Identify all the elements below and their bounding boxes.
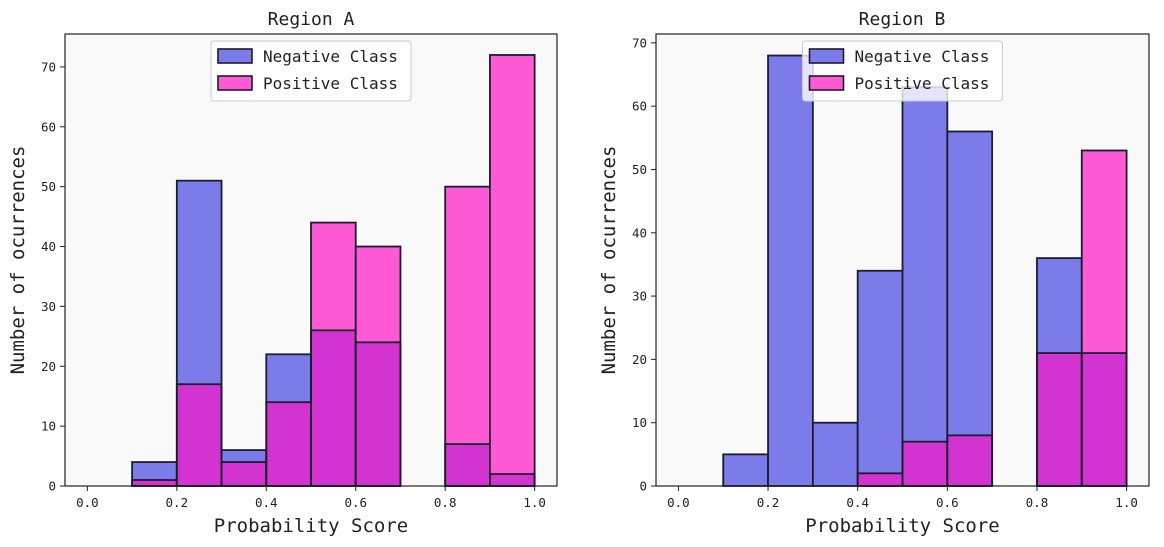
y-tick-label-region-b-7: 70 bbox=[632, 35, 647, 50]
y-axis-label-region-a: Number of ocurrences bbox=[7, 146, 29, 375]
x-tick-label-region-b-1: 0.2 bbox=[757, 495, 780, 510]
y-tick-label-region-a-3: 30 bbox=[41, 299, 56, 314]
legend-region-a: Negative Class Positive Class bbox=[210, 40, 412, 102]
y-tick-label-region-b-3: 30 bbox=[632, 289, 647, 304]
bar-overlap-region-b-9 bbox=[1081, 353, 1127, 486]
y-tick-label-region-b-6: 60 bbox=[632, 99, 647, 114]
bar-overlap-region-a-3 bbox=[221, 462, 267, 486]
bar-positive-region-a-9 bbox=[489, 54, 535, 475]
y-tick-label-region-b-2: 20 bbox=[632, 352, 647, 367]
y-tick-label-region-a-6: 60 bbox=[41, 119, 56, 134]
legend-swatch-positive-region-b bbox=[808, 75, 845, 91]
bar-negative-region-a-1 bbox=[132, 462, 177, 481]
bar-positive-region-b-9 bbox=[1081, 150, 1127, 354]
bar-overlap-region-b-5 bbox=[902, 441, 948, 486]
legend-box-region-b bbox=[802, 40, 1003, 102]
y-tick-label-region-a-0: 0 bbox=[48, 479, 56, 494]
x-tick-label-region-a-2: 0.4 bbox=[255, 495, 278, 510]
y-tick-label-region-b-5: 50 bbox=[632, 162, 647, 177]
bar-overlap-region-b-6 bbox=[947, 435, 993, 486]
legend-swatch-negative-region-a bbox=[217, 48, 253, 64]
x-tick-label-region-b-5: 1.0 bbox=[1115, 495, 1138, 510]
bar-negative-region-b-6 bbox=[947, 131, 993, 436]
y-tick-label-region-a-5: 50 bbox=[41, 179, 56, 194]
bar-overlap-region-a-2 bbox=[176, 384, 222, 486]
y-tick-label-region-b-4: 40 bbox=[632, 225, 647, 240]
chart-title-region-b: Region B bbox=[859, 9, 946, 30]
bar-negative-region-a-4 bbox=[266, 354, 311, 403]
y-tick-label-region-a-1: 10 bbox=[41, 419, 56, 434]
bar-negative-region-a-2 bbox=[176, 180, 222, 385]
bar-negative-region-a-3 bbox=[221, 450, 267, 463]
legend-swatch-positive-region-a bbox=[217, 75, 253, 91]
bar-negative-region-b-1 bbox=[723, 454, 769, 486]
y-tick-label-region-a-7: 70 bbox=[41, 59, 56, 74]
x-tick-label-region-a-5: 1.0 bbox=[523, 495, 546, 510]
bar-overlap-region-a-9 bbox=[489, 474, 535, 486]
y-tick-label-region-a-4: 40 bbox=[41, 239, 56, 254]
legend-label-negative-region-a: Negative Class bbox=[263, 47, 398, 66]
bar-overlap-region-b-4 bbox=[857, 473, 903, 486]
x-tick-label-region-a-4: 0.8 bbox=[434, 495, 457, 510]
chart-region-b: Region B 0.0 0.2 0.4 0.6 0.8 1.0 0 10 20 30 40 50 60 7… bbox=[598, 9, 1150, 537]
bar-overlap-region-b-8 bbox=[1036, 353, 1082, 486]
x-tick-label-region-b-3: 0.6 bbox=[936, 495, 959, 510]
bar-negative-region-b-2 bbox=[768, 55, 813, 487]
legend-label-negative-region-b: Negative Class bbox=[855, 47, 990, 66]
bar-overlap-region-a-4 bbox=[266, 402, 311, 486]
x-tick-label-region-a-1: 0.2 bbox=[166, 495, 189, 510]
axes-frame-region-a bbox=[64, 33, 558, 487]
legend-box-region-a bbox=[210, 40, 412, 102]
x-tick-label-region-a-0: 0.0 bbox=[76, 495, 99, 510]
x-tick-label-region-b-2: 0.4 bbox=[846, 495, 869, 510]
bar-overlap-region-a-1 bbox=[132, 480, 177, 486]
y-tick-label-region-b-0: 0 bbox=[639, 479, 647, 494]
bar-overlap-region-a-5 bbox=[311, 330, 356, 486]
legend-region-b: Negative Class Positive Class bbox=[802, 40, 1003, 102]
x-tick-label-region-a-3: 0.6 bbox=[344, 495, 367, 510]
bar-negative-region-b-3 bbox=[812, 422, 858, 486]
chart-region-a: Region A 0.0 0.2 0.4 0.6 0.8 1.0 0 10 20 30 40 50 60 7… bbox=[7, 9, 558, 537]
y-tick-label-region-b-1: 10 bbox=[632, 415, 647, 430]
bar-overlap-region-a-8 bbox=[445, 444, 490, 486]
y-tick-label-region-a-2: 20 bbox=[41, 359, 56, 374]
chart-title-region-a: Region A bbox=[268, 9, 355, 30]
bar-negative-region-b-5 bbox=[902, 87, 948, 442]
bar-positive-region-a-5 bbox=[311, 222, 356, 331]
x-tick-label-region-b-4: 0.8 bbox=[1026, 495, 1049, 510]
bar-overlap-region-a-6 bbox=[355, 342, 401, 486]
x-tick-label-region-b-0: 0.0 bbox=[667, 495, 690, 510]
x-axis-label-region-a: Probability Score bbox=[214, 515, 408, 537]
legend-label-positive-region-b: Positive Class bbox=[855, 74, 990, 93]
y-axis-label-region-b: Number of ocurrences bbox=[598, 146, 620, 375]
legend-label-positive-region-a: Positive Class bbox=[263, 74, 398, 93]
axes-frame-region-b bbox=[655, 33, 1150, 487]
legend-swatch-negative-region-b bbox=[808, 48, 845, 64]
bar-negative-region-b-4 bbox=[857, 270, 903, 474]
bar-positive-region-a-6 bbox=[355, 246, 401, 343]
bar-negative-region-b-8 bbox=[1036, 258, 1082, 354]
x-axis-label-region-b: Probability Score bbox=[805, 515, 999, 537]
bar-positive-region-a-8 bbox=[445, 186, 490, 445]
